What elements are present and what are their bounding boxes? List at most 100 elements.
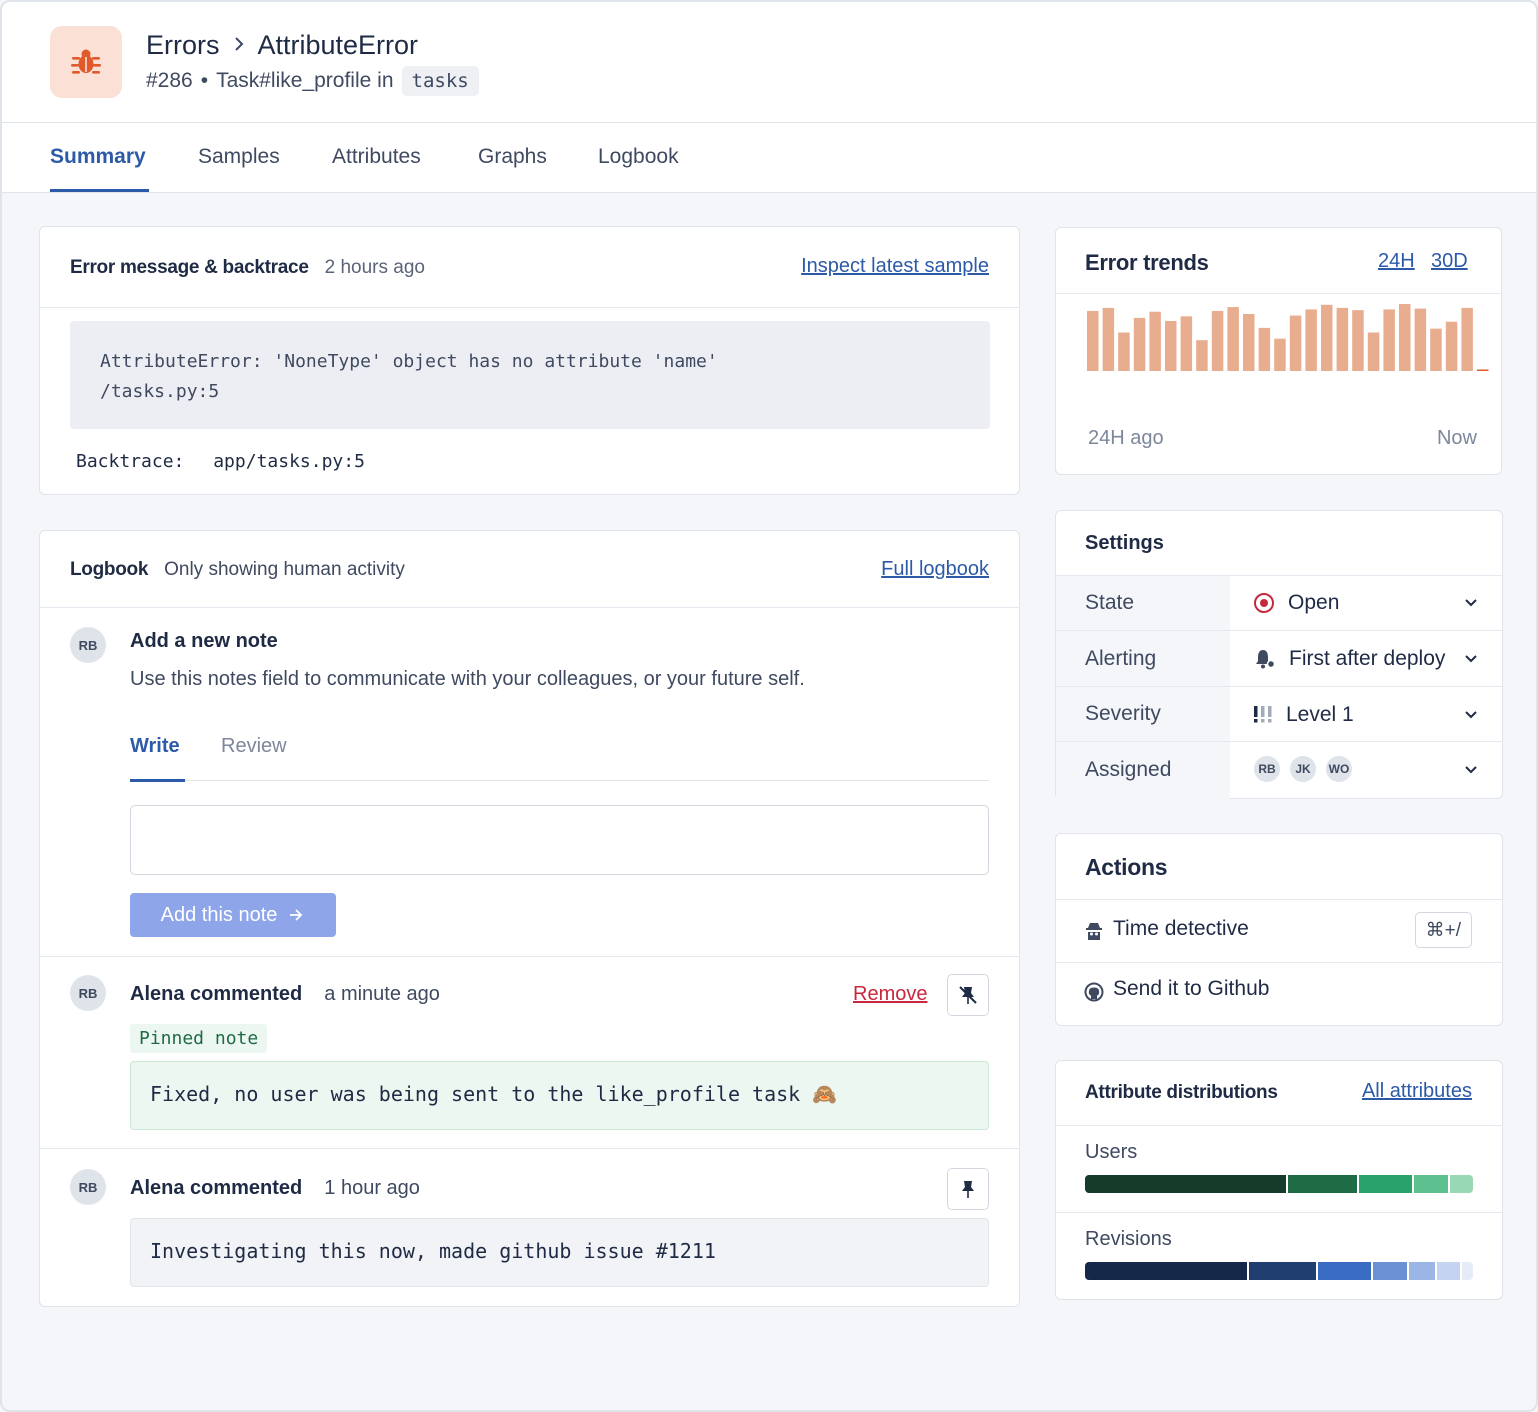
pinned-comment-body: Fixed, no user was being sent to the lik… bbox=[130, 1061, 989, 1130]
remove-comment-link[interactable]: Remove bbox=[853, 983, 928, 1005]
target-icon bbox=[1254, 593, 1274, 613]
range-24h-link[interactable]: 24H bbox=[1378, 250, 1415, 272]
distribution-segment[interactable] bbox=[1085, 1175, 1287, 1193]
distribution-segment[interactable] bbox=[1318, 1262, 1372, 1280]
trend-bar-current bbox=[1477, 369, 1489, 371]
avatar: RB bbox=[70, 627, 106, 663]
divider bbox=[1056, 1212, 1502, 1213]
distribution-segment[interactable] bbox=[1288, 1175, 1357, 1193]
note-textarea[interactable] bbox=[130, 805, 989, 875]
actions-card: Actions Time detective ⌘+/ Send it to Gi… bbox=[1055, 833, 1503, 1026]
distribution-segment[interactable] bbox=[1358, 1175, 1412, 1193]
chevron-down-icon bbox=[1465, 655, 1477, 663]
trend-bar bbox=[1118, 332, 1130, 371]
tab-attributes[interactable]: Attributes bbox=[332, 145, 421, 168]
error-trends-card: Error trends 24H 30D 24H ago Now bbox=[1055, 227, 1502, 475]
alerting-value: First after deploy bbox=[1289, 647, 1446, 670]
inspect-latest-sample-link[interactable]: Inspect latest sample bbox=[801, 255, 989, 277]
backtrace-row: Backtrace: app/tasks.py:5 bbox=[76, 451, 365, 472]
divider bbox=[40, 1148, 1019, 1149]
logbook-subtitle: Only showing human activity bbox=[164, 559, 405, 580]
divider bbox=[1056, 293, 1501, 294]
assignees-select[interactable]: RB JK WO bbox=[1230, 742, 1502, 799]
divider bbox=[1056, 1125, 1502, 1126]
time-detective-action[interactable]: Time detective ⌘+/ bbox=[1056, 900, 1502, 962]
error-message-card: Error message & backtrace 2 hours ago In… bbox=[39, 226, 1020, 495]
send-to-github-action[interactable]: Send it to Github bbox=[1056, 963, 1502, 1025]
divider bbox=[1056, 741, 1502, 742]
tab-summary[interactable]: Summary bbox=[50, 145, 146, 168]
trend-bar bbox=[1149, 311, 1161, 371]
state-select[interactable]: Open bbox=[1230, 575, 1502, 630]
trend-bar bbox=[1305, 309, 1317, 371]
state-value: Open bbox=[1288, 591, 1340, 614]
logbook-title: Logbook bbox=[70, 559, 149, 580]
breadcrumb-errors-link[interactable]: Errors bbox=[146, 30, 220, 60]
github-label: Send it to Github bbox=[1113, 977, 1270, 1000]
tab-write[interactable]: Write bbox=[130, 735, 180, 757]
tab-logbook[interactable]: Logbook bbox=[598, 145, 679, 168]
distribution-segment[interactable] bbox=[1437, 1262, 1460, 1280]
breadcrumb: Errors AttributeError bbox=[146, 30, 418, 61]
time-detective-label: Time detective bbox=[1113, 917, 1249, 940]
backtrace-value: app/tasks.py:5 bbox=[213, 451, 365, 472]
error-message-block: AttributeError: 'NoneType' object has no… bbox=[70, 321, 990, 429]
range-30d-link[interactable]: 30D bbox=[1431, 250, 1468, 272]
add-note-button[interactable]: Add this note bbox=[130, 893, 336, 937]
divider bbox=[1056, 575, 1502, 576]
editor-tabs-divider bbox=[130, 780, 989, 781]
comment-time: a minute ago bbox=[324, 983, 440, 1005]
trend-bar bbox=[1289, 315, 1302, 371]
revisions-distribution-bar[interactable] bbox=[1085, 1262, 1473, 1280]
avatar: RB bbox=[70, 975, 106, 1011]
severity-value: Level 1 bbox=[1286, 703, 1354, 726]
distribution-segment[interactable] bbox=[1413, 1175, 1449, 1193]
trend-bar bbox=[1102, 307, 1115, 371]
distribution-segment[interactable] bbox=[1408, 1262, 1436, 1280]
comment-header: Alena commented a minute ago bbox=[130, 983, 440, 1006]
error-type-badge bbox=[50, 26, 122, 98]
trend-bar bbox=[1367, 332, 1380, 371]
distribution-segment[interactable] bbox=[1248, 1262, 1317, 1280]
backtrace-label: Backtrace: bbox=[76, 451, 185, 472]
alerting-label: Alerting bbox=[1085, 647, 1157, 670]
users-distribution-bar[interactable] bbox=[1085, 1175, 1473, 1193]
tab-bar: Summary Samples Attributes Graphs Logboo… bbox=[2, 123, 1536, 193]
keyboard-shortcut: ⌘+/ bbox=[1414, 912, 1472, 948]
tab-graphs[interactable]: Graphs bbox=[478, 145, 547, 168]
distribution-segment[interactable] bbox=[1450, 1175, 1473, 1193]
alerting-select[interactable]: First after deploy bbox=[1230, 631, 1502, 686]
new-note-description: Use this notes field to communicate with… bbox=[130, 668, 805, 690]
comment-time: 1 hour ago bbox=[324, 1177, 420, 1199]
trend-bar bbox=[1211, 310, 1224, 371]
severity-label: Severity bbox=[1085, 702, 1161, 725]
write-tab-indicator bbox=[130, 779, 185, 782]
attribute-distributions-card: Attribute distributions All attributes U… bbox=[1055, 1060, 1503, 1300]
tab-samples[interactable]: Samples bbox=[198, 145, 280, 168]
tab-review[interactable]: Review bbox=[221, 735, 287, 757]
trend-bar bbox=[1180, 316, 1193, 371]
divider bbox=[40, 607, 1019, 608]
distribution-segment[interactable] bbox=[1373, 1262, 1407, 1280]
settings-card: Settings State Open Alerting First after… bbox=[1055, 510, 1503, 799]
assignee-avatar: JK bbox=[1288, 754, 1318, 784]
pin-button[interactable] bbox=[947, 1168, 989, 1210]
add-note-button-label: Add this note bbox=[160, 903, 278, 926]
all-attributes-link[interactable]: All attributes bbox=[1361, 1080, 1472, 1102]
trend-bar bbox=[1445, 321, 1458, 371]
chevron-right-icon bbox=[232, 33, 246, 59]
trend-bar bbox=[1087, 310, 1099, 371]
distribution-segment[interactable] bbox=[1461, 1262, 1473, 1280]
github-icon bbox=[1084, 982, 1104, 1002]
full-logbook-link[interactable]: Full logbook bbox=[881, 558, 989, 580]
trend-bar bbox=[1399, 304, 1411, 371]
trend-bar bbox=[1352, 310, 1364, 371]
settings-title: Settings bbox=[1085, 532, 1164, 554]
axis-start-label: 24H ago bbox=[1088, 427, 1164, 449]
trend-bar bbox=[1243, 314, 1255, 371]
trend-bar bbox=[1165, 320, 1177, 371]
distribution-segment[interactable] bbox=[1085, 1262, 1247, 1280]
unpin-button[interactable] bbox=[947, 974, 989, 1016]
divider bbox=[1056, 962, 1502, 963]
severity-select[interactable]: Level 1 bbox=[1230, 687, 1502, 741]
